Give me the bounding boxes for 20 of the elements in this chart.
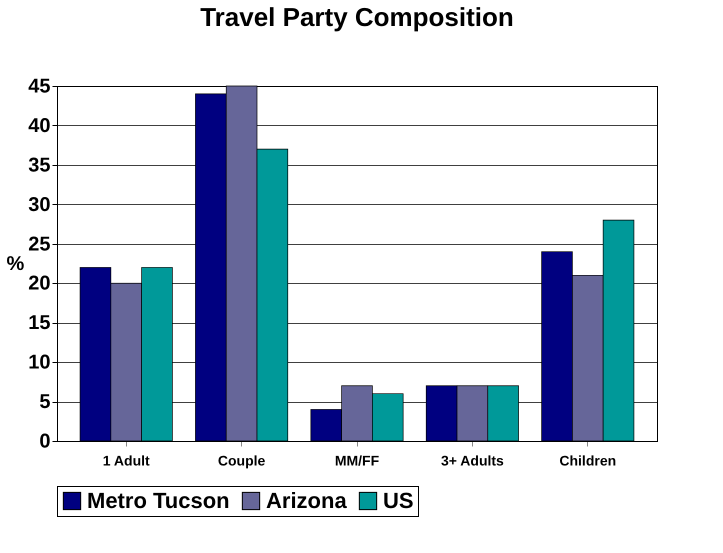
legend-label: Arizona xyxy=(266,488,348,513)
y-tick-label: 35 xyxy=(28,154,50,176)
y-tick-label: 5 xyxy=(39,391,50,414)
y-axis-title: % xyxy=(6,253,24,275)
x-tick-label: Children xyxy=(559,452,616,468)
y-tick-label: 40 xyxy=(28,114,50,137)
chart-title: Travel Party Composition xyxy=(200,2,514,32)
legend-label: US xyxy=(383,488,414,513)
x-tick-label: Couple xyxy=(218,452,266,468)
x-tick-label: 3+ Adults xyxy=(440,452,504,468)
y-tick-label: 45 xyxy=(28,76,50,98)
x-tick-label: 1 Adult xyxy=(102,452,150,468)
y-tick-label: 15 xyxy=(28,312,50,334)
x-tick-label: MM/FF xyxy=(334,452,380,468)
y-tick-label: 25 xyxy=(28,233,50,256)
y-tick-label: 10 xyxy=(28,352,50,374)
y-tick-label: 20 xyxy=(28,272,50,295)
y-tick-label: 0 xyxy=(39,430,50,452)
y-tick-label: 30 xyxy=(28,194,50,216)
legend-label: Metro Tucson xyxy=(87,488,230,513)
